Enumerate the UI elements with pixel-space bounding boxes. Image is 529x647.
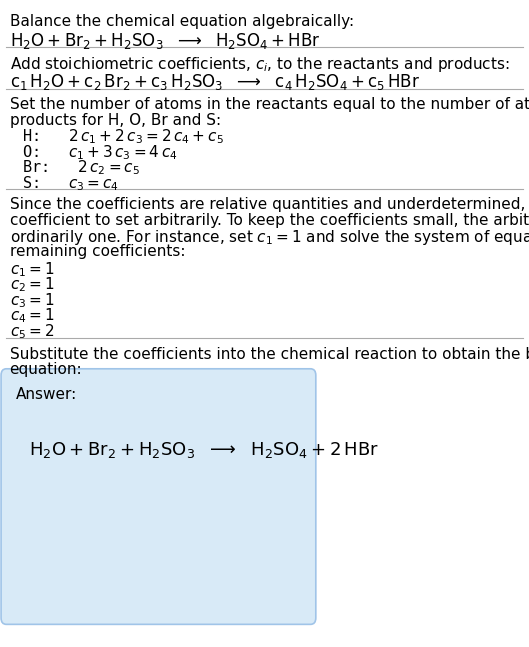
Text: S:   $c_3 = c_4$: S: $c_3 = c_4$ <box>13 174 119 193</box>
Text: equation:: equation: <box>10 362 82 377</box>
Text: $\mathrm{c_1\,H_2O + c_2\,Br_2 + c_3\,H_2SO_3 \ \ \longrightarrow \ \ c_4\,H_2SO: $\mathrm{c_1\,H_2O + c_2\,Br_2 + c_3\,H_… <box>10 72 419 93</box>
Text: Balance the chemical equation algebraically:: Balance the chemical equation algebraica… <box>10 14 354 29</box>
Text: H:   $2\,c_1 + 2\,c_3 = 2\,c_4 + c_5$: H: $2\,c_1 + 2\,c_3 = 2\,c_4 + c_5$ <box>13 127 224 146</box>
Text: $c_5 = 2$: $c_5 = 2$ <box>10 322 54 341</box>
Text: products for H, O, Br and S:: products for H, O, Br and S: <box>10 113 221 127</box>
Text: remaining coefficients:: remaining coefficients: <box>10 244 185 259</box>
Text: $c_3 = 1$: $c_3 = 1$ <box>10 291 54 310</box>
Text: ordinarily one. For instance, set $c_1 = 1$ and solve the system of equations fo: ordinarily one. For instance, set $c_1 =… <box>10 228 529 247</box>
Text: O:   $c_1 + 3\,c_3 = 4\,c_4$: O: $c_1 + 3\,c_3 = 4\,c_4$ <box>13 143 178 162</box>
Text: $c_4 = 1$: $c_4 = 1$ <box>10 307 54 325</box>
Text: $c_2 = 1$: $c_2 = 1$ <box>10 276 54 294</box>
Text: $c_1 = 1$: $c_1 = 1$ <box>10 260 54 279</box>
Text: Br:   $2\,c_2 = c_5$: Br: $2\,c_2 = c_5$ <box>13 159 140 177</box>
FancyBboxPatch shape <box>1 369 316 624</box>
Text: $\mathrm{H_2O + Br_2 + H_2SO_3 \ \ \longrightarrow \ \ H_2SO_4 + HBr}$: $\mathrm{H_2O + Br_2 + H_2SO_3 \ \ \long… <box>10 31 320 51</box>
Text: Answer:: Answer: <box>16 387 77 402</box>
Text: $\mathrm{H_2O + Br_2 + H_2SO_3 \ \ \longrightarrow \ \ H_2SO_4 + 2\,HBr}$: $\mathrm{H_2O + Br_2 + H_2SO_3 \ \ \long… <box>29 440 379 460</box>
Text: Add stoichiometric coefficients, $c_i$, to the reactants and products:: Add stoichiometric coefficients, $c_i$, … <box>10 55 509 74</box>
Text: coefficient to set arbitrarily. To keep the coefficients small, the arbitrary va: coefficient to set arbitrarily. To keep … <box>10 213 529 228</box>
Text: Substitute the coefficients into the chemical reaction to obtain the balanced: Substitute the coefficients into the che… <box>10 347 529 362</box>
Text: Set the number of atoms in the reactants equal to the number of atoms in the: Set the number of atoms in the reactants… <box>10 97 529 112</box>
Text: Since the coefficients are relative quantities and underdetermined, choose a: Since the coefficients are relative quan… <box>10 197 529 212</box>
